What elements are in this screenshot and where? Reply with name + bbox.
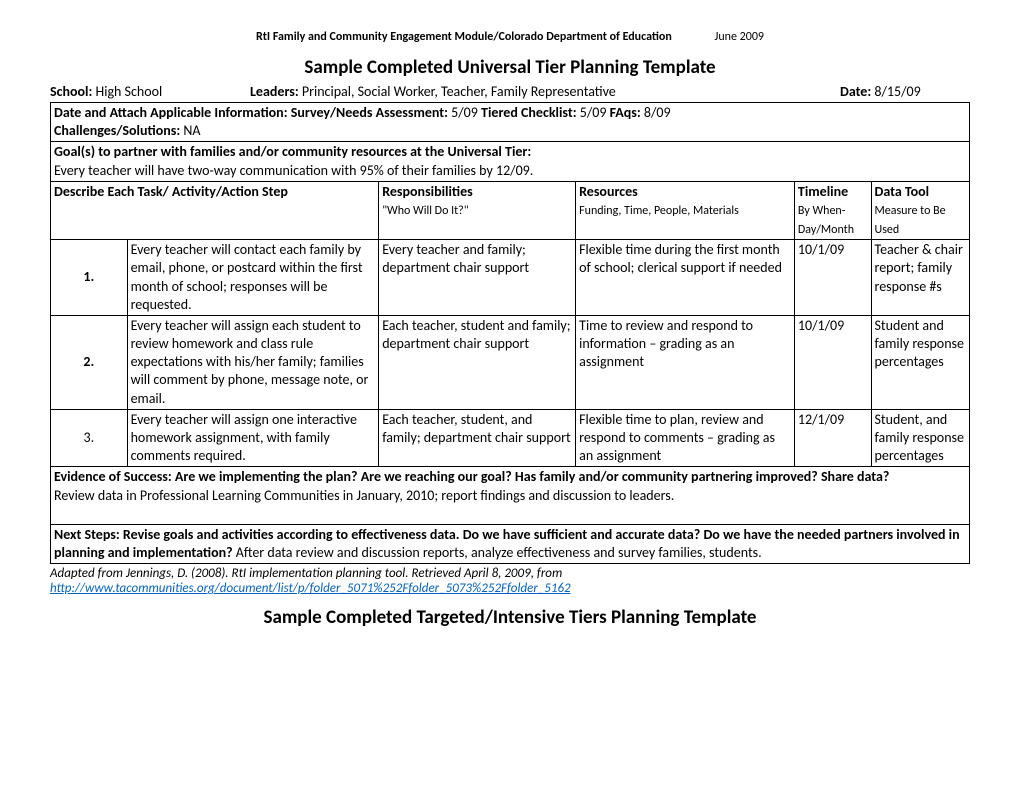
citation-link[interactable]: http://www.tacommunities.org/document/li…	[50, 581, 571, 596]
header-date: June 2009	[715, 30, 764, 44]
row-res: Time to review and respond to informatio…	[576, 315, 795, 409]
table-row: 3. Every teacher will assign one interac…	[51, 409, 970, 467]
row-tool: Teacher & chair report; family response …	[871, 240, 970, 316]
row-resp: Each teacher, student, and family; depar…	[379, 409, 576, 467]
attach-prefix: Date and Attach Applicable Information: …	[54, 104, 448, 121]
attach-row: Date and Attach Applicable Information: …	[51, 103, 970, 142]
citation: Adapted from Jennings, D. (2008). RtI im…	[50, 566, 970, 596]
col3-sub: Funding, Time, People, Materials	[579, 204, 739, 218]
col2-header: Responsibilities	[382, 183, 473, 200]
next-text: After data review and discussion reports…	[233, 544, 762, 561]
goals-row: Goal(s) to partner with families and/or …	[51, 142, 970, 181]
meta-row: School: High School Leaders: Principal, …	[50, 83, 970, 100]
header-label: RtI Family and Community Engagement Modu…	[256, 30, 672, 44]
row-tool: Student and family response percentages	[871, 315, 970, 409]
row-num: 2.	[51, 315, 128, 409]
leaders-value: Principal, Social Worker, Teacher, Famil…	[302, 83, 616, 100]
page-header: RtI Family and Community Engagement Modu…	[50, 30, 970, 44]
row-res: Flexible time during the first month of …	[576, 240, 795, 316]
evidence-text: Review data in Professional Learning Com…	[54, 487, 674, 504]
school-label: School:	[50, 83, 92, 100]
row-num: 1.	[51, 240, 128, 316]
citation-text: Adapted from Jennings, D. (2008). RtI im…	[50, 566, 562, 581]
row-time: 10/1/09	[794, 240, 871, 316]
row-time: 12/1/09	[794, 409, 871, 467]
evidence-row: Evidence of Success: Are we implementing…	[51, 467, 970, 525]
row-task: Every teacher will contact each family b…	[127, 240, 379, 316]
row-resp: Each teacher, student and family; depart…	[379, 315, 576, 409]
next-row: Next Steps: Revise goals and activities …	[51, 524, 970, 563]
school-value: High School	[96, 83, 163, 100]
col1-header: Describe Each Task/ Activity/Action Step	[54, 183, 288, 200]
tiered-value: 5/09	[577, 104, 610, 121]
attach-survey: 5/09	[448, 104, 481, 121]
row-res: Flexible time to plan, review and respon…	[576, 409, 795, 467]
goals-label: Goal(s) to partner with families and/or …	[54, 143, 531, 160]
header-row: Describe Each Task/ Activity/Action Step…	[51, 181, 970, 239]
leaders-label: Leaders:	[250, 83, 299, 100]
goals-text: Every teacher will have two-way communic…	[54, 162, 533, 179]
table-row: 1. Every teacher will contact each famil…	[51, 240, 970, 316]
date-value: 8/15/09	[874, 83, 920, 100]
main-title: Sample Completed Universal Tier Planning…	[50, 56, 970, 79]
faqs-value: 8/09	[641, 104, 671, 121]
evidence-label: Evidence of Success: Are we implementing…	[54, 468, 889, 485]
planning-table: Date and Attach Applicable Information: …	[50, 102, 970, 564]
challenges-value: NA	[180, 122, 200, 139]
col5-header: Data Tool	[875, 183, 930, 200]
row-tool: Student, and family response percentages	[871, 409, 970, 467]
col4-sub: By When- Day/Month	[798, 204, 854, 237]
table-row: 2. Every teacher will assign each studen…	[51, 315, 970, 409]
tiered-label: Tiered Checklist:	[481, 104, 577, 121]
faqs-label: FAqs:	[610, 104, 641, 121]
next-label1: Next Steps: Revise goals and activities …	[54, 526, 740, 543]
second-title: Sample Completed Targeted/Intensive Tier…	[50, 606, 970, 629]
row-num: 3.	[51, 409, 128, 467]
col3-header: Resources	[579, 183, 638, 200]
col4-header: Timeline	[798, 183, 848, 200]
row-task: Every teacher will assign one interactiv…	[127, 409, 379, 467]
row-resp: Every teacher and family; department cha…	[379, 240, 576, 316]
col5-sub: Measure to Be Used	[875, 204, 946, 237]
row-task: Every teacher will assign each student t…	[127, 315, 379, 409]
col2-sub: "Who Will Do It?"	[382, 204, 468, 218]
row-time: 10/1/09	[794, 315, 871, 409]
date-label: Date:	[840, 83, 871, 100]
challenges-label: Challenges/Solutions:	[54, 122, 180, 139]
